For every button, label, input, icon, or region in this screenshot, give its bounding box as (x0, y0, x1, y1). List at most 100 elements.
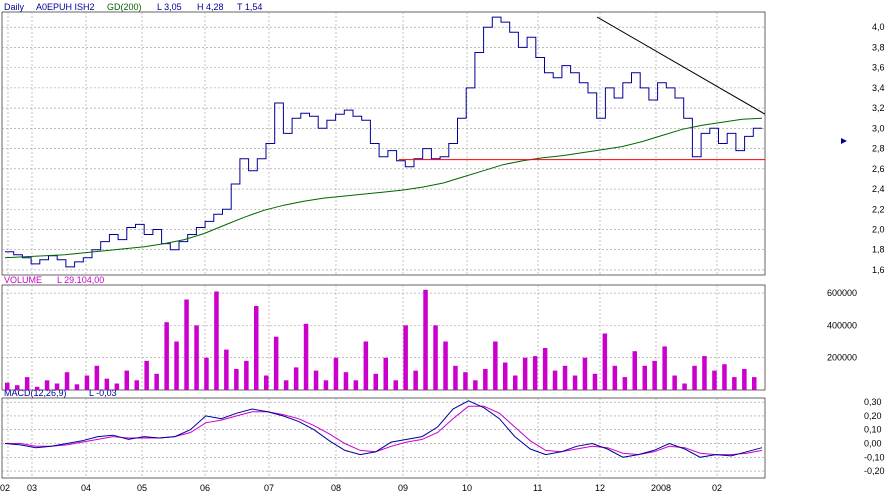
price-tick-label: 2,6 (872, 164, 885, 174)
volume-bar (612, 365, 618, 390)
volume-tick-label: 400000 (827, 320, 857, 330)
price-tick-label: 3,0 (872, 123, 885, 133)
volume-bar (682, 383, 687, 390)
volume-bar (742, 369, 747, 390)
volume-bar (293, 367, 299, 390)
volume-bar (164, 322, 169, 390)
volume-tick-label: 200000 (827, 353, 857, 363)
price-tick-label: 3,2 (872, 103, 885, 113)
ma-indicator-label: GD(200) (107, 2, 142, 12)
volume-bar (363, 341, 369, 390)
volume-bar (343, 372, 349, 390)
volume-bar (493, 341, 498, 390)
macd-value-label: L -0,03 (89, 388, 117, 398)
price-tick-label: 3,8 (872, 42, 885, 52)
x-tick-label: 06 (200, 483, 210, 493)
macd-tick-label: 0,10 (864, 425, 882, 435)
volume-bar (254, 306, 259, 390)
price-tick-label: 1,6 (872, 265, 885, 275)
volume-bar (532, 356, 538, 390)
volume-bar (562, 365, 568, 390)
volume-bar (453, 365, 458, 390)
x-tick-label: 11 (533, 483, 542, 493)
volume-bar (94, 365, 100, 390)
price-tick-label: 1,8 (872, 245, 885, 255)
volume-bar (24, 377, 30, 390)
volume-bar (44, 380, 50, 390)
price-tick-label: 2,8 (872, 144, 885, 154)
gd200-series-line (4, 117, 763, 259)
volume-bar (74, 384, 80, 390)
volume-bar (214, 291, 219, 390)
volume-bar (54, 383, 60, 390)
price-series-line (5, 16, 762, 268)
volume-bar (513, 375, 518, 390)
volume-bar (592, 373, 598, 390)
x-tick-label: 10 (462, 483, 472, 493)
volume-bar (632, 351, 637, 390)
volume-bar (144, 360, 149, 390)
volume-bar (84, 375, 90, 390)
macd-lines (4, 400, 763, 458)
volume-bar (124, 370, 129, 390)
volume-bar (104, 378, 110, 390)
volume-bar (224, 349, 229, 390)
x-tick-label: 08 (331, 483, 341, 493)
volume-bar (64, 372, 70, 390)
volume-bar (662, 346, 667, 390)
volume-bar (283, 380, 289, 390)
volume-bar (323, 380, 329, 390)
volume-bar (194, 325, 199, 390)
volume-bar (154, 373, 159, 390)
volume-bar (184, 299, 189, 390)
macd-tick-label: 0,00 (864, 439, 882, 449)
volume-bar (542, 348, 548, 390)
x-tick-label: 05 (137, 483, 147, 493)
volume-bar (273, 336, 279, 390)
price-tick-label: 3,6 (872, 63, 885, 73)
volume-bar (303, 323, 309, 390)
volume-value-label: L 29.104,00 (57, 275, 104, 285)
t-label: T 1,54 (237, 2, 262, 12)
volume-bar (572, 375, 578, 390)
volume-bar (752, 377, 757, 390)
high-label: H 4,28 (197, 2, 224, 12)
volume-bar (522, 357, 528, 390)
axis-labels: 02 03 04 05 06 07 08 09 10 11 12 2008 02 4,0 3,8 3,6 3,4… (0, 22, 885, 493)
macd-tick-label: 0,20 (864, 411, 882, 421)
low-label: L 3,05 (157, 2, 182, 12)
x-tick-label: 12 (595, 483, 605, 493)
volume-bars (5, 289, 757, 390)
volume-bar (503, 362, 508, 390)
volume-bar (483, 369, 488, 390)
volume-bar (134, 380, 139, 390)
volume-bar (692, 365, 697, 390)
volume-bar (433, 325, 438, 390)
price-tick-label: 4,0 (872, 22, 885, 32)
volume-bar (622, 377, 628, 390)
volume-bar (582, 357, 588, 390)
volume-bar (702, 356, 707, 390)
signal-series-line (5, 405, 763, 456)
volume-bar (672, 375, 677, 390)
volume-bar (204, 357, 209, 390)
symbol-label: A0EPUH ISH2 (36, 2, 95, 12)
resistance-trendline (596, 16, 766, 115)
macd-tick-label: -0,10 (864, 452, 885, 462)
volume-bar (34, 386, 40, 390)
macd-series-line (4, 400, 763, 458)
price-tick-label: 3,4 (872, 83, 885, 93)
last-price-marker-icon (841, 138, 847, 144)
x-tick-label: 2008 (651, 483, 671, 493)
volume-bar (234, 369, 239, 390)
volume-bar (443, 341, 448, 390)
volume-bar (353, 380, 359, 390)
volume-bar (264, 375, 269, 390)
volume-bar (732, 377, 737, 390)
macd-panel-background (1, 397, 766, 479)
volume-bar (333, 357, 339, 390)
volume-bar (15, 385, 20, 390)
volume-bar (642, 365, 647, 390)
volume-bar (712, 370, 717, 390)
